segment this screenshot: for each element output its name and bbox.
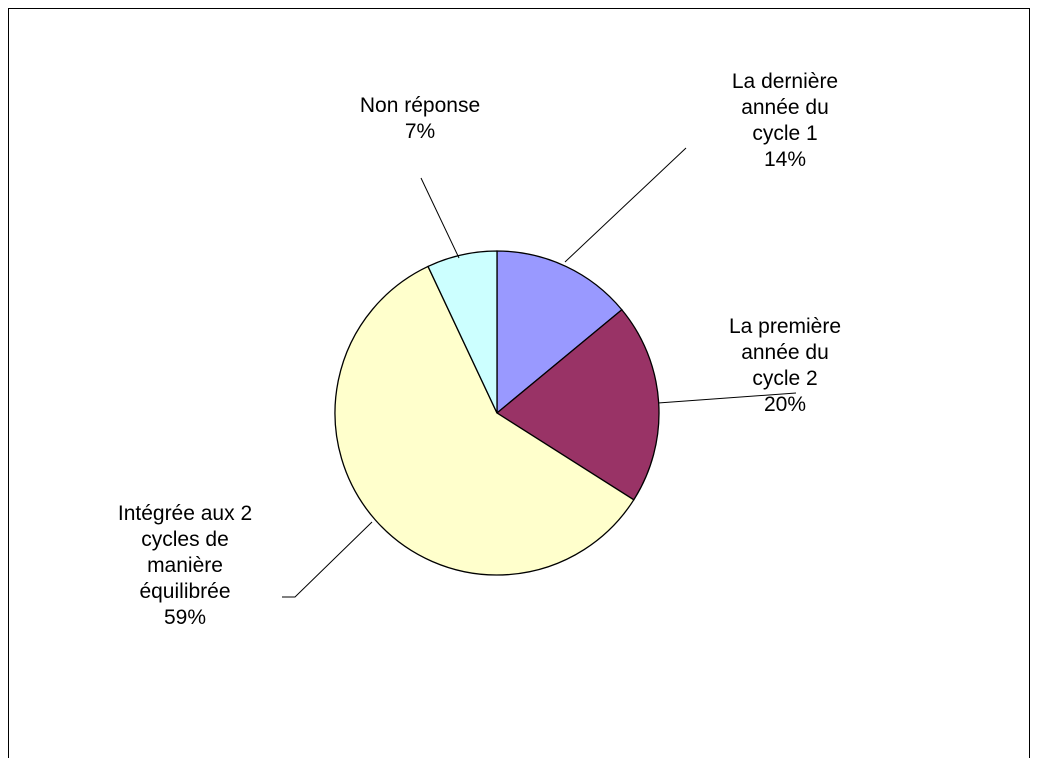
leader-line bbox=[282, 521, 373, 598]
slice-value-label: 14% bbox=[764, 148, 806, 171]
frame bbox=[8, 8, 1030, 758]
slice-label: Non réponse bbox=[360, 94, 480, 117]
leader-line bbox=[657, 392, 797, 404]
pie-slice bbox=[334, 265, 635, 576]
slice-value-label: 20% bbox=[764, 393, 806, 416]
leader-line bbox=[420, 177, 460, 259]
slice-label: Intégrée aux 2 cycles de manière équilibrée bbox=[118, 502, 252, 603]
slice-label: La dernière année du cycle 1 bbox=[732, 70, 838, 145]
slice-value-label: 7% bbox=[405, 120, 435, 143]
leader-line bbox=[564, 147, 687, 263]
slice-label: La première année du cycle 2 bbox=[729, 315, 841, 390]
slice-value-label: 59% bbox=[164, 606, 206, 629]
pie-slice bbox=[496, 250, 623, 415]
pie-slice bbox=[427, 250, 498, 414]
